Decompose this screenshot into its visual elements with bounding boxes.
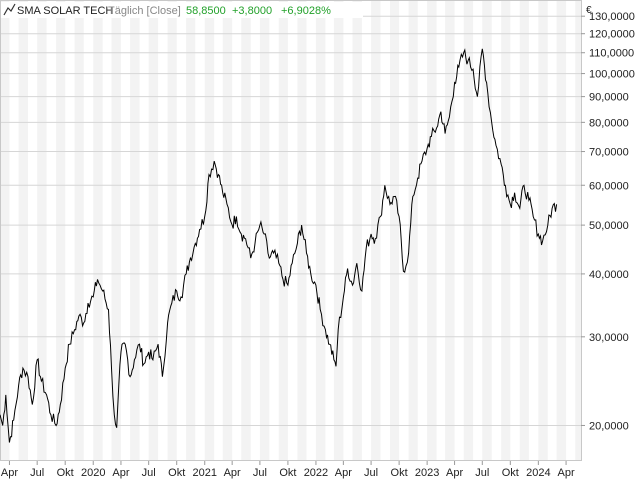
header-background	[1, 2, 363, 18]
x-tick-label: Apr	[112, 467, 129, 479]
x-tick-label: 2022	[304, 467, 328, 479]
month-band	[186, 0, 196, 461]
x-tick-label: Jul	[364, 467, 378, 479]
x-tick-label: 2023	[415, 467, 439, 479]
month-band	[241, 0, 251, 461]
y-tick-label: 40,0000	[589, 269, 629, 281]
x-tick-label: Apr	[558, 467, 575, 479]
x-tick-label: Jul	[475, 467, 489, 479]
y-tick-label: 100,0000	[589, 69, 635, 81]
month-band	[352, 0, 362, 461]
month-band	[575, 0, 581, 461]
x-tick-label: Jul	[30, 467, 44, 479]
y-tick-label: 70,0000	[589, 147, 629, 159]
month-band	[111, 0, 121, 461]
month-band	[0, 0, 10, 461]
month-band	[74, 0, 84, 461]
x-tick-label: Apr	[335, 467, 352, 479]
change-percent: +6,9028%	[281, 5, 331, 17]
month-band	[482, 0, 492, 461]
month-band	[371, 0, 381, 461]
month-band	[37, 0, 47, 461]
y-tick-label: 90,0000	[589, 92, 629, 104]
month-band	[278, 0, 288, 461]
y-tick-label: 50,0000	[589, 220, 629, 232]
month-band	[445, 0, 455, 461]
x-tick-label: 2024	[526, 467, 550, 479]
month-band	[389, 0, 400, 461]
month-band	[93, 0, 103, 461]
month-band	[519, 0, 529, 461]
month-band	[259, 0, 270, 461]
x-tick-label: Okt	[279, 467, 296, 479]
y-tick-label: 130,0000	[589, 11, 635, 23]
month-band	[463, 0, 474, 461]
y-tick-label: 60,0000	[589, 180, 629, 192]
month-band	[130, 0, 140, 461]
month-band	[315, 0, 326, 461]
x-axis: Apr Jul Okt 2020 Apr Jul Okt 2021 Apr Jul Okt 2022 A…	[1, 461, 575, 479]
month-band	[556, 0, 567, 461]
chart-mode-label: Täglich [Close]	[108, 5, 181, 17]
price-line	[0, 48, 558, 443]
x-tick-label: Okt	[168, 467, 185, 479]
change-absolute: +3,8000	[232, 5, 272, 17]
y-tick-label: 110,0000	[589, 48, 634, 60]
plot-frame	[0, 0, 582, 461]
y-tick-label: 80,0000	[589, 117, 629, 129]
month-band	[427, 0, 437, 461]
y-tick-label: 30,0000	[589, 332, 629, 344]
month-band	[148, 0, 159, 461]
y-tick-label: 20,0000	[589, 420, 629, 432]
month-band	[333, 0, 344, 461]
x-tick-label: 2021	[192, 467, 216, 479]
instrument-title: SMA SOLAR TECH	[17, 5, 113, 17]
line-chart-icon	[3, 3, 16, 16]
chart-header: SMA SOLAR TECH Täglich [Close] 58,8500 +…	[1, 2, 363, 18]
month-band	[167, 0, 177, 461]
currency-label: €	[586, 5, 592, 16]
month-band	[501, 0, 511, 461]
x-tick-label: Okt	[391, 467, 408, 479]
x-tick-label: Okt	[502, 467, 519, 479]
month-band	[408, 0, 418, 461]
month-band	[222, 0, 233, 461]
grid-lines	[0, 15, 581, 426]
x-tick-label: Jul	[253, 467, 267, 479]
x-tick-label: Apr	[446, 467, 463, 479]
month-band	[204, 0, 215, 461]
x-tick-label: Apr	[1, 467, 18, 479]
x-tick-label: Okt	[57, 467, 74, 479]
y-axis: 20,0000 30,0000 40,0000 50,0000 60,0000 70,00…	[581, 11, 635, 432]
y-tick-label: 120,0000	[589, 29, 635, 41]
month-band	[538, 0, 548, 461]
last-price: 58,8500	[186, 5, 226, 17]
month-band	[56, 0, 66, 461]
x-tick-label: 2020	[81, 467, 105, 479]
x-tick-label: Apr	[224, 467, 241, 479]
x-tick-label: Jul	[142, 467, 156, 479]
month-bands	[0, 0, 581, 461]
month-band	[18, 0, 29, 461]
